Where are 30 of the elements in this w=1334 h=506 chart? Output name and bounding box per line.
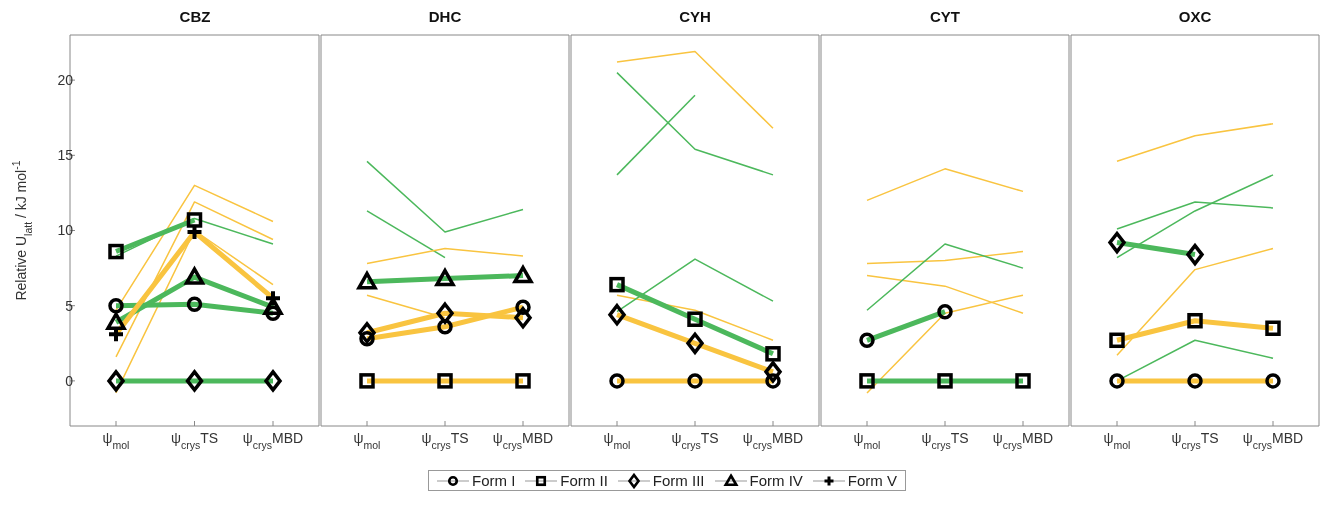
y-tick-label: 20 xyxy=(57,72,74,89)
x-tick-label: ψ$_{mol}$ xyxy=(603,430,631,451)
chart-title: CBZ xyxy=(178,8,212,27)
x-tick-label: ψ$_{mol}$ xyxy=(102,430,130,451)
chart-title: DHC xyxy=(427,8,463,27)
y-tick-label: 10 xyxy=(57,222,74,239)
x-tick-label: ψ$_{crys}$TS xyxy=(1171,430,1219,451)
x-tick-label: ψ$_{crys}$MBD xyxy=(992,430,1054,451)
chart-title: CYT xyxy=(929,8,961,27)
x-tick-label: ψ$_{crys}$TS xyxy=(671,430,719,451)
x-tick-label: ψ$_{mol}$ xyxy=(353,430,381,451)
chart-title: CYH xyxy=(678,8,712,27)
legend-label: Form V xyxy=(847,472,898,489)
x-tick-label: ψ$_{crys}$MBD xyxy=(1242,430,1304,451)
y-tick-label: 5 xyxy=(65,297,74,314)
y-tick-label: 0 xyxy=(65,372,74,389)
legend-label: Form I xyxy=(471,472,516,489)
x-tick-label: ψ$_{crys}$TS xyxy=(170,430,219,451)
legend-label: Form II xyxy=(560,472,608,489)
x-tick-label: ψ$_{crys}$MBD xyxy=(492,430,554,451)
legend-label: Form IV xyxy=(749,472,803,489)
y-tick-label: 15 xyxy=(57,147,74,164)
x-tick-label: ψ$_{crys}$TS xyxy=(921,430,969,451)
x-tick-label: ψ$_{crys}$MBD xyxy=(742,430,804,451)
x-tick-label: ψ$_{mol}$ xyxy=(1103,430,1131,451)
chart-title: OXC xyxy=(1177,8,1213,27)
legend-label: Form III xyxy=(652,472,705,489)
x-tick-label: ψ$_{crys}$TS xyxy=(421,430,469,451)
x-tick-label: ψ$_{mol}$ xyxy=(853,430,881,451)
x-tick-label: ψ$_{crys}$MBD xyxy=(242,430,304,451)
